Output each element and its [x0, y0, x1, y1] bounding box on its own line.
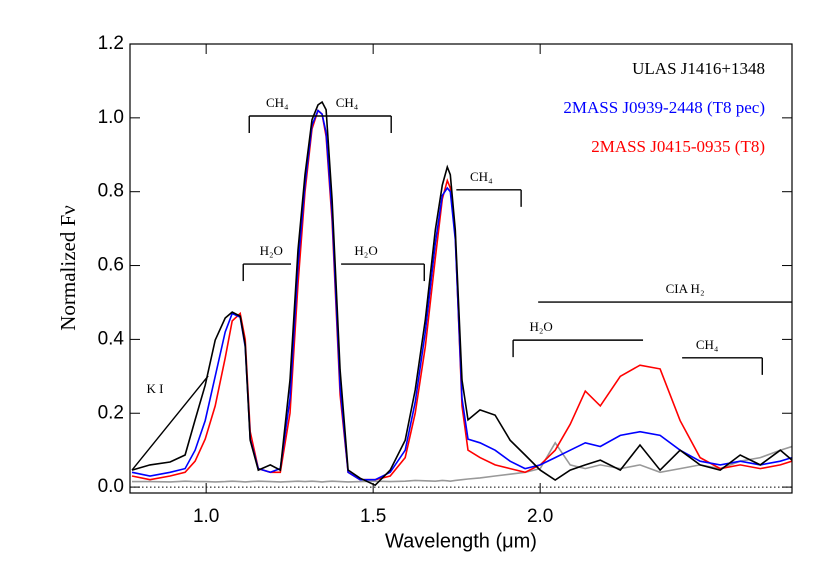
band-label: CH₄ — [470, 169, 493, 184]
band-label: H₂O — [354, 243, 377, 258]
x-axis-label: Wavelength (μm) — [385, 530, 537, 552]
spectrum-line — [131, 100, 792, 487]
plot-frame — [129, 43, 793, 494]
y-tick-label: 0.8 — [98, 181, 124, 202]
x-tick-label: 1.0 — [193, 506, 219, 527]
spectrum-line — [132, 441, 792, 483]
pointer-line — [131, 375, 209, 471]
y-tick-label: 1.0 — [98, 107, 124, 128]
legend-entry: ULAS J1416+1348 — [632, 59, 765, 78]
band-label: CH₄ — [336, 95, 359, 110]
band-label: CH₄ — [696, 337, 719, 352]
y-tick-label: 1.2 — [98, 33, 124, 54]
legend-entry: 2MASS J0939-2448 (T8 pec) — [563, 98, 765, 117]
x-tick-label: 1.5 — [360, 506, 386, 527]
pointer-label: K I — [147, 381, 164, 396]
band-label: H₂O — [529, 319, 552, 334]
band-label: CH₄ — [266, 95, 289, 110]
x-tick-label: 2.0 — [527, 506, 553, 527]
y-tick-label: 0.6 — [98, 255, 124, 276]
legend-entry: 2MASS J0415-0935 (T8) — [591, 137, 765, 156]
y-tick-label: 0.0 — [98, 476, 124, 497]
band-label: CIA H₂ — [666, 281, 705, 296]
y-tick-label: 0.2 — [98, 402, 124, 423]
band-label: H₂O — [260, 243, 283, 258]
y-axis-label: Normalized Fν — [56, 205, 80, 331]
y-tick-label: 0.4 — [98, 328, 125, 349]
